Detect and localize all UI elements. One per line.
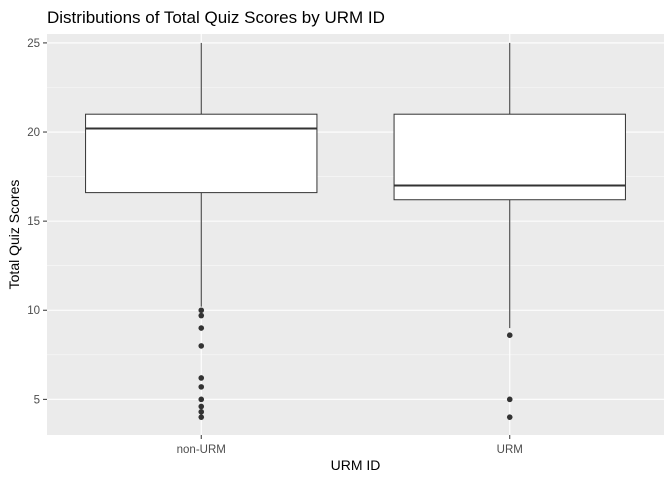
- outlier-point: [198, 325, 205, 331]
- outlier-point: [506, 396, 513, 403]
- chart-title: Distributions of Total Quiz Scores by UR…: [47, 8, 385, 27]
- y-tick-label: 10: [27, 305, 40, 317]
- y-axis-label: Total Quiz Scores: [6, 180, 22, 290]
- box-group: [85, 42, 318, 420]
- outlier-point: [506, 414, 513, 420]
- y-tick-label: 20: [27, 127, 40, 139]
- outlier-point: [198, 396, 205, 403]
- outlier-point: [198, 403, 205, 410]
- box-group: [393, 42, 626, 420]
- axes-layer: 5 10 15 20 25 non-URM URM: [27, 38, 523, 456]
- box-iqr: [85, 113, 318, 194]
- y-tick-label: 15: [27, 216, 40, 228]
- boxes-layer: [85, 42, 626, 420]
- x-axis-label: URM ID: [331, 457, 381, 473]
- outlier-point: [198, 312, 205, 319]
- x-tick-label: URM: [497, 444, 523, 456]
- plot-panel: [47, 34, 664, 435]
- outlier-point: [198, 375, 205, 381]
- outlier-point: [506, 332, 513, 338]
- y-tick-label: 5: [34, 394, 40, 406]
- y-tick-label: 25: [27, 38, 40, 50]
- outlier-point: [198, 384, 205, 390]
- x-tick-label: non-URM: [177, 444, 226, 456]
- box-iqr: [393, 113, 626, 201]
- outlier-point: [198, 307, 205, 314]
- outlier-point: [198, 414, 205, 420]
- outlier-point: [198, 343, 205, 349]
- outlier-point: [198, 409, 205, 415]
